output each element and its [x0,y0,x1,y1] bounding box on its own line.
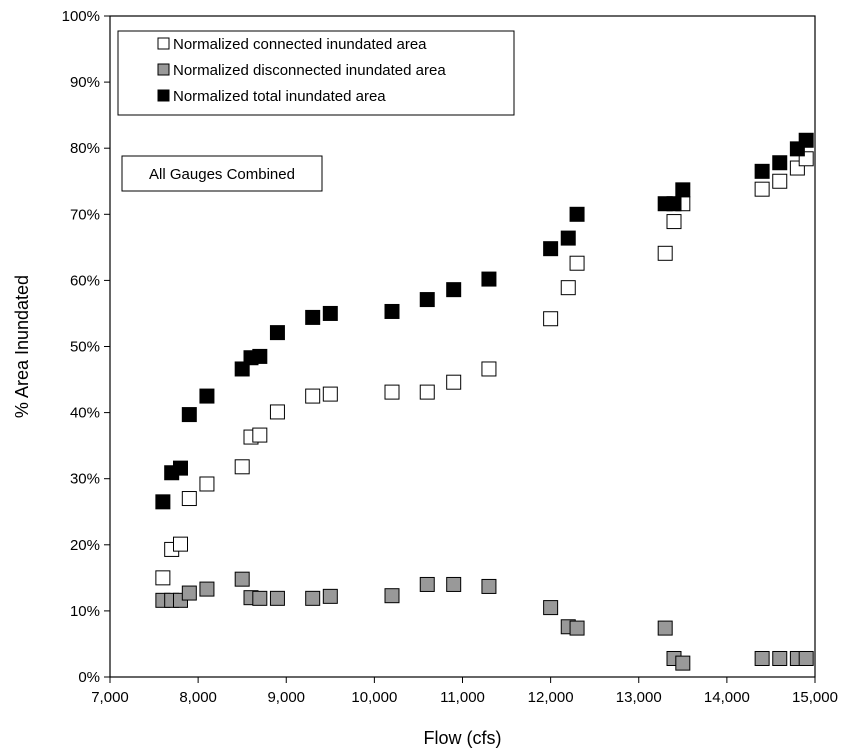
connected-area-point [234,459,250,475]
total-area-point [772,155,788,171]
x-tick-label: 15,000 [792,689,838,706]
y-tick-label: 60% [70,272,100,289]
connected-area-point [305,388,321,404]
connected-area-point [155,570,171,586]
y-tick-label: 10% [70,603,100,620]
total-area-point [675,182,691,198]
disconnected-area-point [754,650,770,666]
total-area-point [269,325,285,341]
total-area-point [155,494,171,510]
y-tick-label: 40% [70,405,100,422]
total-area-point [666,196,682,212]
disconnected-area-point [252,590,268,606]
y-tick-label: 50% [70,339,100,356]
disconnected-area-point [269,590,285,606]
disconnected-area-point [657,620,673,636]
legend: Normalized connected inundated area Norma… [117,30,515,116]
disconnected-area-point [181,585,197,601]
y-tick-label: 20% [70,537,100,554]
total-area-point [252,348,268,364]
total-area-point [384,303,400,319]
total-area-point [446,282,462,298]
annotation-text: All Gauges Combined [149,166,295,183]
connected-area-point [181,491,197,507]
y-tick-label: 0% [78,669,100,686]
annotation-group: All Gauges Combined [121,155,323,192]
total-area-point [181,407,197,423]
connected-area-point [481,361,497,377]
connected-area-point [446,374,462,390]
disconnected-area-point [384,588,400,604]
legend-box [117,30,515,116]
x-tick-label: 11,000 [440,689,485,706]
total-area-point [419,292,435,308]
legend-total-swatch [157,89,170,102]
connected-area-point [666,214,682,230]
y-axis-title: % Area Inundated [12,275,32,418]
disconnected-area-point [446,576,462,592]
annotation-box [121,155,323,192]
legend-connected-label: Normalized connected inundated area [173,36,427,53]
total-area-point [481,271,497,287]
total-area-point [569,206,585,222]
x-axis-title: Flow (cfs) [424,728,502,748]
disconnected-area-point [569,620,585,636]
total-area-point [798,132,814,148]
points-group [155,132,814,671]
connected-area-point [569,255,585,271]
total-area-point [322,305,338,321]
legend-disconnected-swatch [157,63,170,76]
connected-area-point [657,245,673,261]
total-area-point [199,388,215,404]
x-tick-label: 7,000 [91,689,129,706]
x-tick-label: 8,000 [179,689,217,706]
legend-connected-swatch [157,37,170,50]
connected-area-point [754,181,770,197]
x-tick-label: 12,000 [528,689,574,706]
disconnected-area-point [772,650,788,666]
disconnected-area-point [305,590,321,606]
total-area-point [560,230,576,246]
total-area-point [754,163,770,179]
disconnected-area-point [675,655,691,671]
disconnected-area-point [419,576,435,592]
connected-area-point [560,280,576,296]
connected-area-point [322,386,338,402]
disconnected-area-point [481,578,497,594]
y-tick-label: 80% [70,140,100,157]
disconnected-area-point [798,650,814,666]
y-tick-label: 70% [70,206,100,223]
y-tick-label: 100% [62,8,100,25]
y-tick-label: 30% [70,471,100,488]
connected-area-point [543,311,559,327]
connected-area-point [269,404,285,420]
connected-area-point [384,384,400,400]
disconnected-area-point [322,588,338,604]
axes-group: 0% 10% 20% 30% 40% 50% 60% 70% 80% 90% 100% 7,000 8,… [12,8,838,748]
connected-area-point [173,536,188,552]
legend-disconnected-label: Normalized disconnected inundated area [173,62,446,79]
disconnected-area-point [543,600,559,616]
total-area-point [543,241,559,257]
connected-area-point [772,173,788,189]
legend-total-label: Normalized total inundated area [173,88,386,105]
disconnected-area-point [199,581,215,597]
connected-area-point [419,384,435,400]
x-tick-label: 14,000 [704,689,750,706]
connected-area-point [199,476,215,492]
x-tick-label: 13,000 [616,689,662,706]
disconnected-area-point [234,571,250,587]
total-area-point [305,309,321,325]
total-area-point [173,460,188,476]
x-tick-label: 10,000 [351,689,397,706]
x-tick-label: 9,000 [267,689,305,706]
connected-area-point [252,427,268,443]
total-area-point [234,361,250,377]
y-tick-label: 90% [70,74,100,91]
